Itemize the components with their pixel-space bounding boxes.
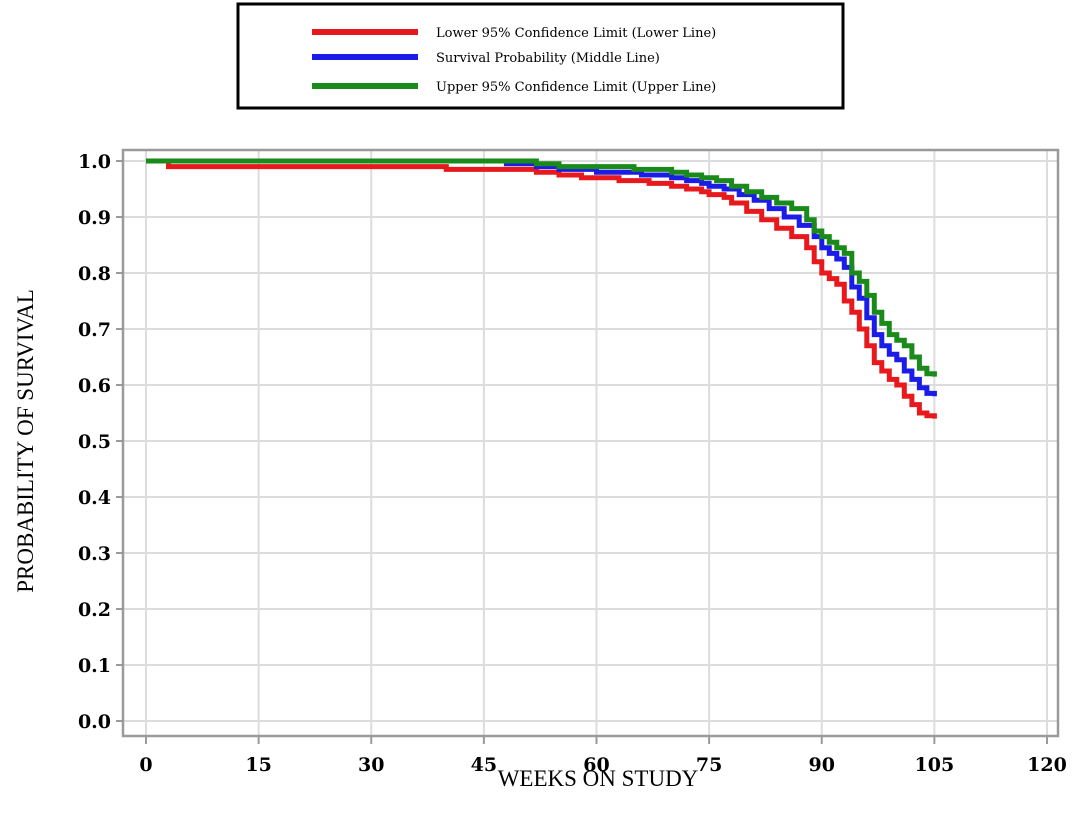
legend: Lower 95% Confidence Limit (Lower Line) … xyxy=(236,2,845,110)
x-tick-label: 105 xyxy=(915,754,955,776)
plot-frame xyxy=(121,148,1060,738)
x-tick-label: 15 xyxy=(245,754,271,776)
legend-item-upper: Upper 95% Confidence Limit (Upper Line) xyxy=(312,80,716,95)
legend-item-survival: Survival Probability (Middle Line) xyxy=(312,51,660,66)
legend-label-survival: Survival Probability (Middle Line) xyxy=(436,51,660,66)
series-line-lower-ci xyxy=(146,158,937,419)
y-tick-label: 1.0 xyxy=(78,151,111,173)
x-tick-label: 45 xyxy=(471,754,497,776)
x-axis-label: WEEKS ON STUDY xyxy=(498,766,699,791)
x-tick-label: 0 xyxy=(139,754,152,776)
y-tick-label: 0.5 xyxy=(78,431,111,453)
y-tick-label: 0.7 xyxy=(78,319,111,341)
x-tick-label: 60 xyxy=(583,754,609,776)
x-tick-label: 30 xyxy=(358,754,384,776)
grid xyxy=(123,150,1058,736)
y-tick-label: 0.3 xyxy=(78,543,111,565)
series-line-upper-ci xyxy=(146,158,937,377)
series xyxy=(146,158,937,419)
y-tick-label: 0.2 xyxy=(78,599,111,621)
y-tick-label: 0.9 xyxy=(78,207,111,229)
series-line-survival xyxy=(146,158,937,397)
legend-item-lower: Lower 95% Confidence Limit (Lower Line) xyxy=(312,26,716,41)
legend-label-lower: Lower 95% Confidence Limit (Lower Line) xyxy=(436,26,716,41)
y-tick-label: 0.6 xyxy=(78,375,111,397)
y-axis-label: PROBABILITY OF SURVIVAL xyxy=(13,289,38,593)
y-tick-label: 0.1 xyxy=(78,655,111,677)
y-tick-label: 0.0 xyxy=(78,711,111,733)
x-tick-label: 75 xyxy=(696,754,722,776)
y-axis-ticks: 0.0 0.1 0.2 0.3 0.4 0.5 0.6 0.7 0.8 0.9 1.0 xyxy=(78,151,123,733)
y-tick-label: 0.8 xyxy=(78,263,111,285)
legend-label-upper: Upper 95% Confidence Limit (Upper Line) xyxy=(436,80,716,95)
x-tick-label: 120 xyxy=(1027,754,1067,776)
y-tick-label: 0.4 xyxy=(78,487,111,509)
x-axis-ticks: 0 15 30 45 60 75 90 105 120 xyxy=(139,736,1067,776)
x-tick-label: 90 xyxy=(809,754,835,776)
